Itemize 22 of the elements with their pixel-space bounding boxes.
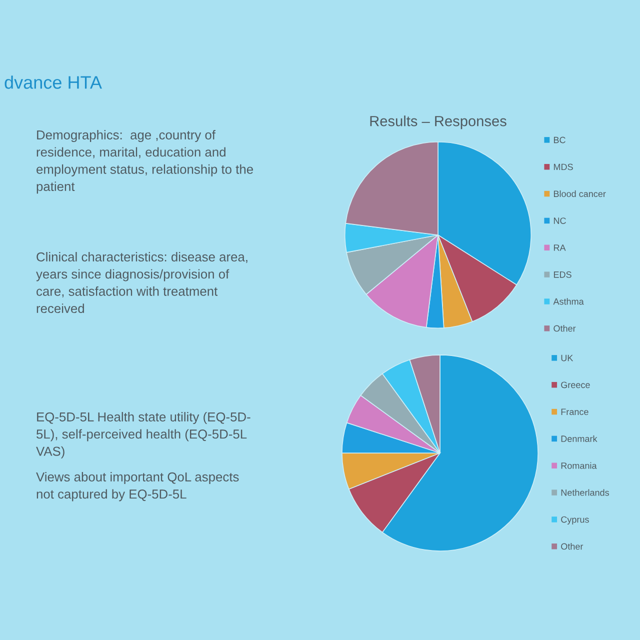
legend-label: UK [561,354,574,362]
text: Views about important QoL aspects not captured by EQ-5D-5L [36,472,239,502]
legend-label: Netherlands [561,489,609,496]
legend-label: Other [554,325,576,332]
legend-label: RA [554,244,566,251]
legend-label: Romania [561,462,597,469]
text: EQ-5D-5L Health state utility (EQ-5D- 5L), self-perceived health (EQ-5D-5L VAS) [36,412,250,458]
legend-label: NC [554,218,566,224]
legend-label: MDS [554,164,573,170]
legend-label: Cyprus [561,516,589,525]
legend-label: BC [554,136,566,144]
legend-label: Denmark [561,435,598,442]
legend-label: Asthma [553,298,584,305]
chart-title: Results – Responses [370,116,506,130]
legend-label: Blood cancer [554,190,606,198]
legend-label: Greece [561,382,590,388]
legend-label: Other [561,543,584,550]
text: Demographics: age ,country of residence, marital, education and employment status, relationship to the patient [36,130,253,194]
legend-label: France [561,408,588,416]
legend-label: EDS [554,271,572,278]
text: dvance HTA [4,76,102,89]
text: Clinical characteristics: disease area, years since diagnosis/provision of care, satisfaction with treatment received [36,252,248,314]
